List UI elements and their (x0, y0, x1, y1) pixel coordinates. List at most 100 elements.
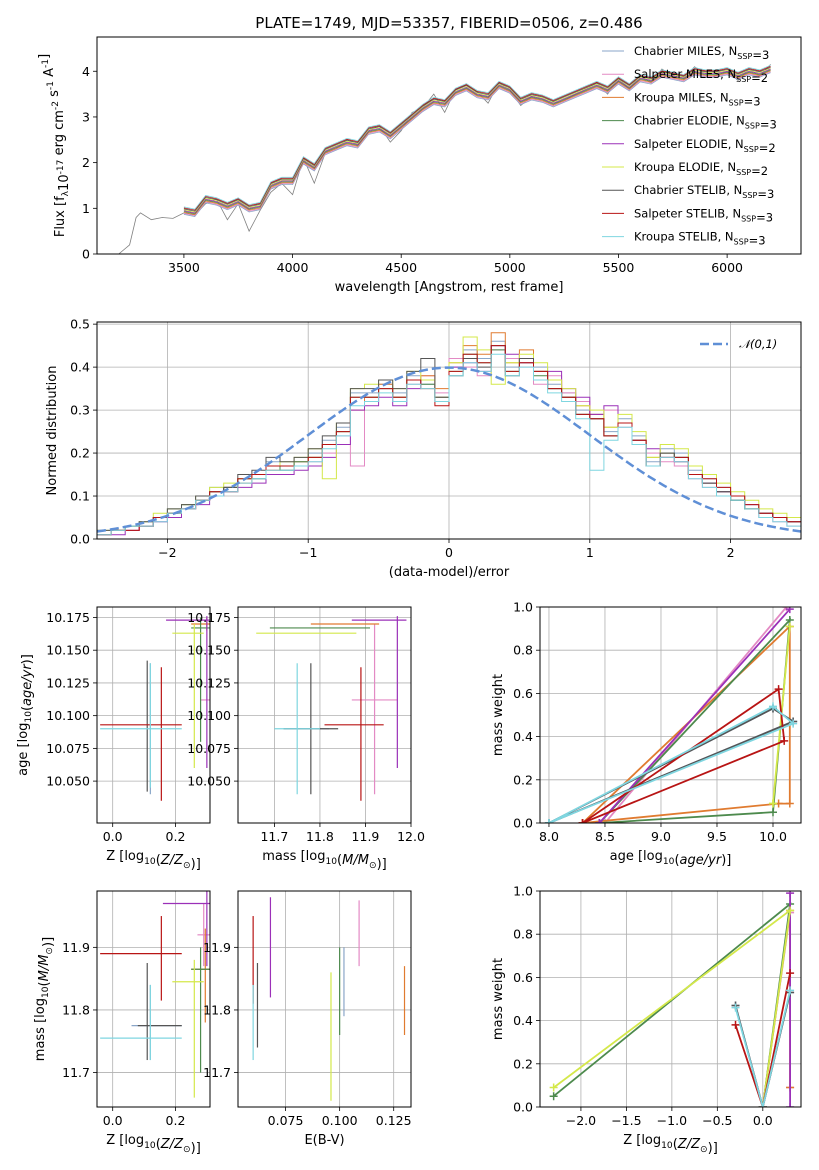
mass-vs-ebv-plot-area (238, 891, 411, 1107)
x-tick-label: 8.5 (595, 829, 615, 844)
y-tick-label: 0.8 (513, 927, 533, 942)
y-tick-label: 10.050 (46, 774, 90, 789)
x-tick-label: 1 (586, 545, 594, 560)
legend-entry: Kroupa ELODIE, NSSP=2 (634, 160, 768, 178)
y-axis-label: age [log10(age/yr)] (16, 654, 35, 776)
errorbar-point (100, 916, 182, 1001)
x-tick-label: 0.125 (376, 1113, 412, 1128)
age-vs-Z-plot-area (97, 607, 210, 823)
legend-entry: 𝒩(0,1) (739, 337, 777, 351)
x-tick-label: 0.2 (166, 1113, 186, 1128)
y-tick-label: 0.0 (513, 816, 533, 831)
legend-entry: Salpeter MILES, NSSP=2 (634, 67, 768, 85)
y-tick-label: 0.3 (70, 403, 90, 418)
weight-vs-age-plot-area (540, 607, 801, 823)
x-tick-label: 10.0 (759, 829, 787, 844)
model-spectrum-line (183, 69, 771, 215)
x-tick-label: −1.0 (657, 1113, 687, 1128)
errorbar-point (172, 959, 204, 1098)
residuals-legend: 𝒩(0,1) (700, 337, 777, 351)
y-tick-label: 10.100 (46, 708, 90, 723)
errorbar-point (172, 624, 204, 769)
model-spectrum-line (183, 64, 771, 210)
y-tick-label: 0.1 (70, 489, 90, 504)
mass-weight-marker (731, 1003, 740, 1012)
y-tick-label: 0.0 (70, 532, 90, 547)
model-spectrum-line (183, 68, 771, 214)
y-tick-label: 0.0 (513, 1100, 533, 1115)
x-tick-label: 9.0 (651, 829, 671, 844)
mass-weight-line (548, 705, 795, 823)
x-tick-label: 8.0 (539, 829, 559, 844)
x-tick-label: 0 (445, 545, 453, 560)
mass-weight-marker (786, 1103, 795, 1107)
panel-mass-vs-Z: 0.0 0.2 11.7 11.8 11.9 Z [log10(Z/Z⊙)] mass [l… (33, 890, 211, 1156)
x-tick-label: 4500 (385, 260, 417, 275)
x-axis-label: wavelength [Angstrom, rest frame] (335, 280, 564, 295)
errorbar-point (351, 616, 407, 769)
age-vs-mass-frame (237, 606, 412, 824)
mass-weight-line (734, 990, 791, 1107)
mass-weight-marker (544, 819, 553, 823)
errorbar-point (351, 624, 398, 795)
y-tick-label: 10.050 (187, 774, 231, 789)
y-tick-label: 10.075 (46, 741, 90, 756)
x-tick-label: 0.100 (322, 1113, 358, 1128)
model-spectrum-line (183, 65, 771, 211)
mass-weight-line (604, 607, 788, 823)
x-tick-label: 11.9 (352, 829, 380, 844)
panel-spectrum: 3500 4000 4500 5000 5500 6000 0 1 2 3 4 wavelength … (37, 36, 802, 295)
x-tick-label: 11.8 (306, 829, 334, 844)
x-tick-label: 0.0 (103, 829, 123, 844)
y-tick-label: 10.125 (187, 675, 231, 690)
y-tick-label: 10.150 (187, 643, 231, 658)
y-tick-label: 10.175 (187, 610, 231, 625)
mass-vs-ebv-frame (237, 890, 412, 1108)
mass-vs-Z-plot-area (97, 891, 210, 1107)
x-tick-label: 0.0 (753, 1113, 773, 1128)
mass-weight-marker (774, 685, 783, 694)
model-spectrum-line (183, 66, 771, 212)
errorbar-point (100, 663, 182, 788)
errorbar-point (274, 663, 320, 795)
spectrum-legend: Chabrier MILES, NSSP=3 Salpeter MILES, NS… (602, 44, 777, 248)
y-axis-label: Normed distribution (45, 366, 60, 496)
y-axis-label: Flux [fλ10-17 erg cm-2 s-1 A-1] (37, 54, 72, 237)
y-tick-label: 11.9 (62, 940, 90, 955)
x-tick-label: −1.5 (611, 1113, 641, 1128)
y-tick-label: 0.4 (513, 1013, 533, 1028)
spectrum-frame (96, 36, 802, 255)
legend-entry: Salpeter ELODIE, NSSP=2 (634, 137, 776, 155)
mass-weight-marker (549, 1092, 558, 1101)
legend-entry: Chabrier MILES, NSSP=3 (634, 44, 769, 62)
mass-weight-marker (768, 799, 777, 808)
mass-weight-marker (789, 719, 798, 728)
x-tick-label: −0.5 (702, 1113, 732, 1128)
errorbar-point (324, 667, 384, 801)
weight-vs-Z-plot-area (540, 891, 801, 1107)
panel-age-vs-Z: 0.0 0.2 10.050 10.075 10.100 10.125 10.150 10.1… (16, 606, 211, 872)
weight-vs-age-frame (539, 606, 802, 824)
y-tick-label: 3 (82, 109, 90, 124)
model-spectrum-line (183, 72, 771, 217)
x-tick-label: 0.075 (268, 1113, 304, 1128)
x-axis-label: mass [log10(M/M⊙)] (262, 849, 386, 872)
panel-mass-vs-ebv: 0.075 0.100 0.125 11.7 11.8 11.9 E(B-V) (203, 890, 412, 1148)
mass-weight-marker (768, 702, 777, 711)
mass-weight-marker (731, 1020, 740, 1029)
y-tick-label: 10.150 (46, 643, 90, 658)
errorbar-point (166, 616, 210, 769)
y-tick-label: 1.0 (513, 884, 533, 899)
y-tick-label: 10.175 (46, 610, 90, 625)
y-tick-label: 1 (82, 201, 90, 216)
y-axis-label: mass weight (491, 674, 506, 756)
y-axis-label: mass [log10(M/M⊙)] (33, 937, 56, 1061)
y-tick-label: 0.4 (513, 729, 533, 744)
panel-weight-vs-Z: −2.0 −1.5 −1.0 −0.5 0.0 0.0 0.2 0.4 0.6 0.8 1.0 Z [… (491, 884, 802, 1156)
normal-distribution-curve (97, 366, 801, 533)
errorbar-point (162, 891, 210, 967)
model-spectrum-line (183, 71, 771, 217)
y-tick-label: 0.2 (513, 772, 533, 787)
legend-entry: Chabrier ELODIE, NSSP=3 (634, 114, 777, 132)
mass-weight-marker (780, 736, 789, 745)
